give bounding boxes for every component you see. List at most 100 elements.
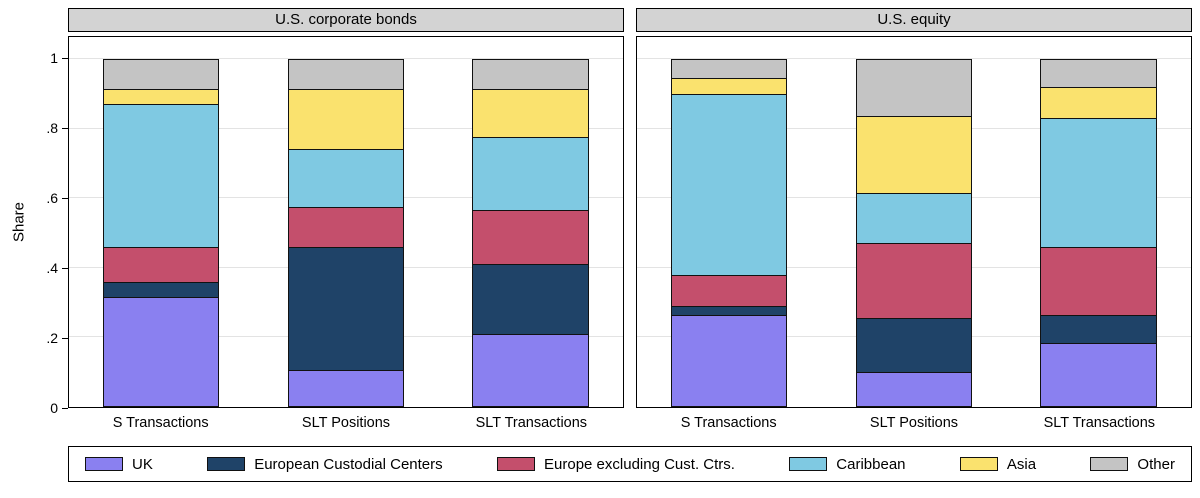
legend-label: Europe excluding Cust. Ctrs.: [544, 455, 735, 473]
bar-segment: [287, 149, 405, 207]
bar-segment: [671, 59, 788, 79]
bar-segment: [472, 59, 589, 89]
bar-segment: [287, 370, 405, 407]
bar-segment: [671, 93, 788, 275]
bar-segment: [855, 192, 973, 244]
x-tick-label: SLT Transactions: [1043, 415, 1156, 431]
y-tick-mark: [62, 57, 68, 59]
bar-segment: [103, 246, 220, 282]
stacked-bar: [671, 59, 788, 407]
y-tick: 1: [50, 50, 68, 66]
bar-segment: [287, 246, 405, 371]
bar-segment: [472, 88, 589, 138]
bar-segment: [103, 88, 220, 105]
x-axis-labels: S Transactions SLT Positions SLT Transacti…: [636, 408, 1192, 434]
legend-label: UK: [132, 455, 153, 473]
bars-row: [637, 37, 1191, 407]
legend-swatch: [789, 457, 828, 471]
y-tick-container: 0 .2 .4 .6 .8 1: [30, 36, 68, 416]
y-tick-mark: [62, 337, 68, 339]
bar-segment: [472, 210, 589, 265]
legend-swatch: [1090, 457, 1129, 471]
stacked-bar: [472, 59, 589, 407]
bar-segment: [671, 314, 788, 407]
bar-segment: [855, 372, 973, 407]
panel: U.S. corporate bonds S Transactions SLT Po…: [68, 8, 624, 434]
bar-segment: [1040, 118, 1157, 247]
legend-label: European Custodial Centers: [254, 455, 443, 473]
bar-segment: [671, 78, 788, 94]
y-tick-label: .6: [46, 190, 58, 207]
y-axis-title-text: Share: [10, 201, 28, 243]
bar-segment: [103, 59, 220, 89]
gridline: [69, 57, 623, 59]
bar-segment: [1040, 246, 1157, 315]
y-tick-label: 0: [50, 400, 58, 416]
bar-segment: [287, 206, 405, 247]
stacked-bar: [287, 59, 405, 407]
bar-segment: [671, 274, 788, 307]
bar-segment: [472, 264, 589, 334]
legend-label: Caribbean: [836, 455, 906, 473]
y-tick-mark: [62, 127, 68, 129]
y-tick-label: .4: [46, 260, 58, 277]
y-axis-title: Share: [8, 8, 30, 434]
legend-item: Other: [1090, 456, 1175, 473]
x-tick-label: S Transactions: [680, 415, 777, 431]
legend-item: Asia: [959, 455, 1037, 473]
bar-segment: [287, 59, 405, 89]
legend-swatch: [207, 457, 246, 471]
legend-item: Caribbean: [789, 455, 906, 473]
bar-segment: [855, 318, 973, 373]
x-tick-label: SLT Positions: [869, 415, 959, 431]
bar-segment: [1040, 59, 1157, 87]
y-tick-label: .2: [46, 330, 58, 347]
bar-segment: [103, 297, 220, 407]
legend-swatch: [959, 457, 998, 471]
y-tick: .4: [46, 260, 68, 276]
bar-segment: [103, 104, 220, 247]
legend-item: European Custodial Centers: [207, 455, 443, 473]
bar-segment: [1040, 342, 1157, 407]
bar-segment: [472, 333, 589, 407]
y-tick-label: 1: [50, 50, 58, 67]
bars-row: [69, 37, 623, 407]
bar-segment: [1040, 86, 1157, 119]
chart-row: Share 0 .2 .4 .6 .8 1 U.S. corporate bonds S T…: [8, 8, 1192, 434]
stacked-bar: [855, 59, 973, 407]
bar-segment: [855, 243, 973, 319]
stacked-bar: [103, 59, 220, 407]
y-tick-mark: [62, 407, 68, 409]
panel: U.S. equity S Transactions SLT Positions SL…: [636, 8, 1192, 434]
bar-segment: [472, 137, 589, 211]
legend-swatch: [85, 457, 123, 471]
x-axis-labels: S Transactions SLT Positions SLT Transacti…: [68, 408, 624, 434]
legend-item: UK: [85, 456, 153, 473]
y-axis: 0 .2 .4 .6 .8 1: [30, 8, 68, 434]
bar-segment: [855, 116, 973, 193]
bar-segment: [103, 281, 220, 298]
panel-title: U.S. equity: [636, 8, 1192, 32]
y-tick: 0: [50, 400, 68, 416]
bar-segment: [1040, 314, 1157, 343]
legend-item: Europe excluding Cust. Ctrs.: [497, 456, 735, 473]
legend-swatch: [497, 457, 536, 471]
panels-container: U.S. corporate bonds S Transactions SLT Po…: [68, 8, 1192, 434]
bar-segment: [855, 59, 973, 117]
legend-label: Other: [1137, 455, 1175, 473]
y-tick: .8: [46, 120, 68, 136]
panel-title: U.S. corporate bonds: [68, 8, 624, 32]
plot-area: [636, 36, 1192, 408]
x-tick-label: SLT Transactions: [475, 415, 588, 431]
legend-label: Asia: [1006, 455, 1037, 473]
bar-segment: [671, 306, 788, 315]
y-tick-mark: [62, 267, 68, 269]
plot-area: [68, 36, 624, 408]
y-tick: .6: [46, 190, 68, 206]
y-tick-label: .8: [46, 120, 58, 137]
x-tick-label: S Transactions: [112, 415, 209, 431]
legend: UK European Custodial Centers Europe exclu…: [68, 446, 1192, 482]
bar-segment: [287, 88, 405, 150]
gridline: [637, 57, 1191, 59]
